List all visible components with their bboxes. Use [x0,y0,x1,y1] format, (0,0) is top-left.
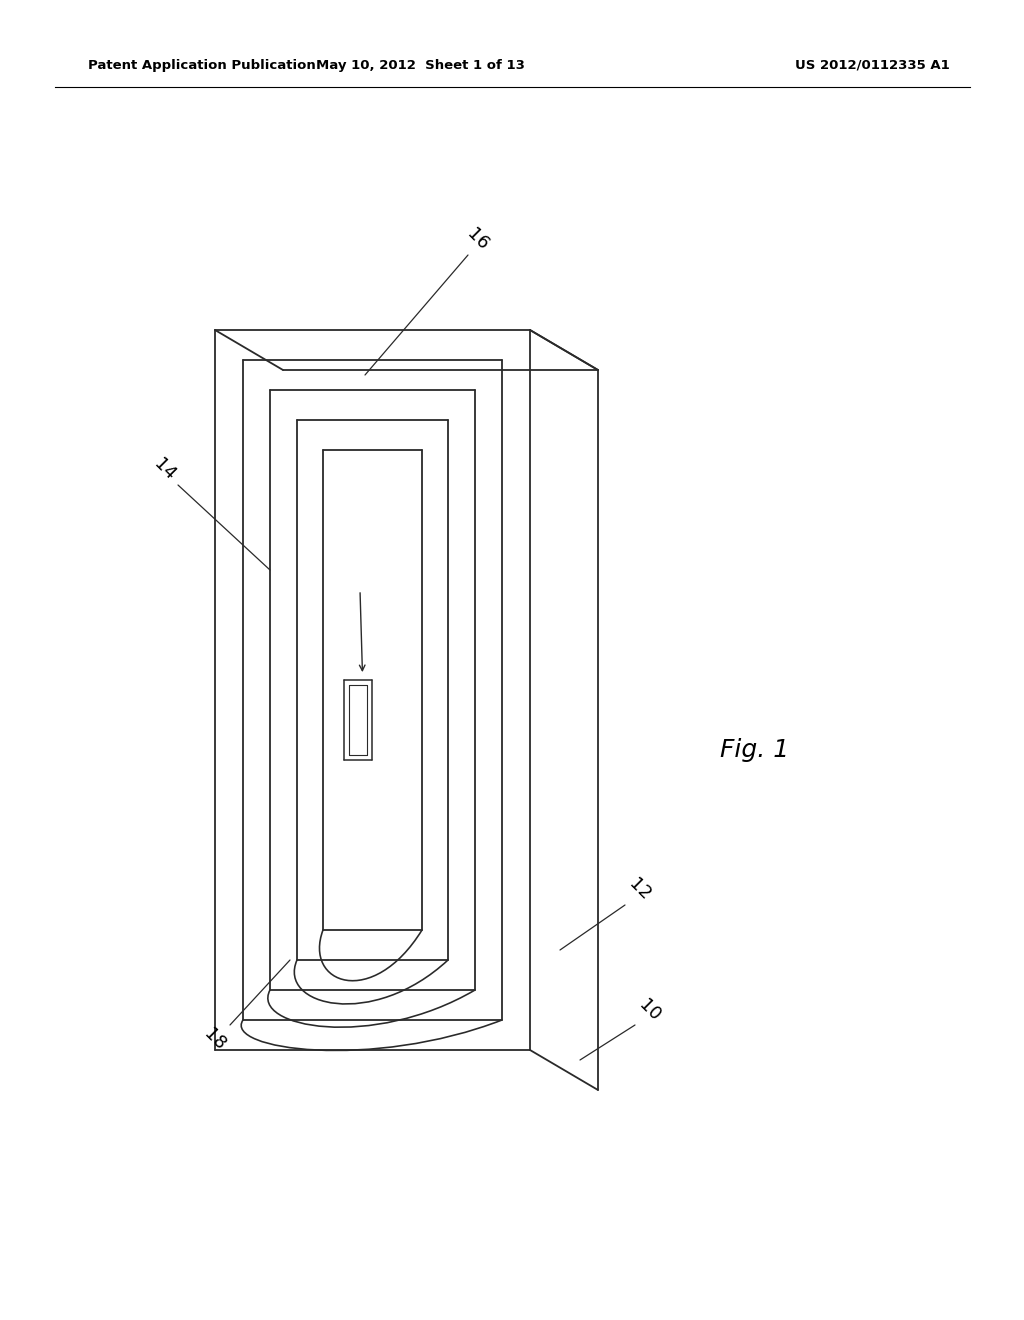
Text: May 10, 2012  Sheet 1 of 13: May 10, 2012 Sheet 1 of 13 [315,58,524,71]
Text: 14: 14 [151,455,179,484]
Text: US 2012/0112335 A1: US 2012/0112335 A1 [796,58,950,71]
Text: 16: 16 [464,226,493,255]
Text: Fig. 1: Fig. 1 [720,738,790,762]
Text: 12: 12 [626,875,654,904]
Text: 10: 10 [636,995,665,1024]
Text: Patent Application Publication: Patent Application Publication [88,58,315,71]
Text: 18: 18 [201,1026,229,1055]
